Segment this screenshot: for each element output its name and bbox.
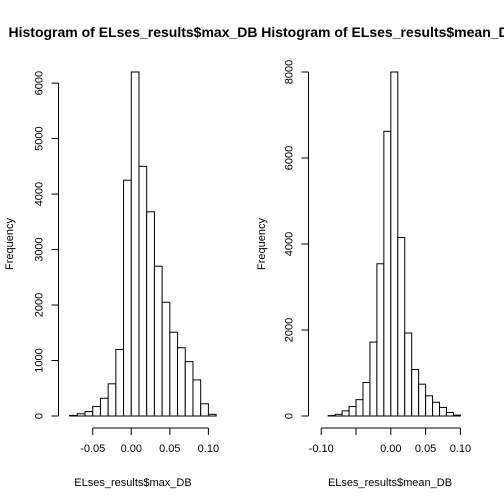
x-tick-label: 0.05 [159, 443, 180, 455]
x-tick-label: 0.00 [121, 443, 142, 455]
y-tick-label: 2000 [284, 318, 296, 342]
x-tick-label: 0.05 [415, 443, 436, 455]
x-axis-label-max-db: ELses_results$max_DB [74, 477, 191, 489]
histogram-bar [397, 237, 406, 417]
bars-mean-db [327, 71, 461, 417]
histogram-bar [341, 410, 350, 417]
y-tick-label: 0 [284, 413, 296, 419]
x-axis-max-db: -0.05 0.00 0.05 0.10 [80, 427, 219, 455]
x-tick-label: 0.10 [450, 443, 471, 455]
x-tick-label: 0.00 [380, 443, 401, 455]
histogram-bar [76, 413, 86, 417]
histogram-panel-mean-db: Histogram of ELses_results$mean_DB ELses… [256, 24, 504, 489]
histogram-bar [200, 403, 209, 417]
x-axis-mean-db: -0.10 0.00 0.05 0.10 [309, 427, 471, 455]
histogram-bar [69, 414, 78, 417]
x-axis-label-mean-db: ELses_results$mean_DB [328, 477, 452, 489]
y-tick-label: 2000 [34, 293, 46, 317]
y-axis-max-db: 0 1000 2000 3000 4000 5000 6000 [34, 71, 59, 419]
histogram-bar [123, 179, 132, 417]
histogram-bar [362, 381, 371, 417]
histogram-bar [418, 383, 427, 417]
histogram-bar [390, 71, 399, 417]
x-tick-label: 0.10 [198, 443, 219, 455]
histogram-bar [92, 406, 101, 417]
y-axis-label-mean-db: Frequency [256, 218, 268, 270]
histogram-panel-max-db: Histogram of ELses_results$max_DB ELses_… [4, 24, 258, 489]
histogram-bar [161, 301, 171, 417]
histogram-bar [169, 331, 179, 417]
histogram-bar [376, 263, 385, 417]
histogram-bar [192, 379, 202, 417]
histogram-bar [107, 383, 117, 417]
histogram-bar [207, 413, 217, 417]
histogram-bar [445, 412, 454, 417]
y-tick-label: 8000 [284, 60, 296, 84]
y-tick-label: 6000 [284, 146, 296, 170]
histogram-bar [425, 395, 434, 417]
histogram-bar [184, 361, 194, 417]
chart-title-mean-db: Histogram of ELses_results$mean_DB [261, 24, 504, 40]
histogram-bar [177, 347, 186, 417]
y-tick-label: 0 [34, 413, 46, 419]
histogram-bar [383, 130, 392, 417]
histogram-bar [432, 401, 441, 417]
histogram-bar [355, 399, 364, 417]
histogram-bar [439, 406, 447, 417]
histogram-bar [452, 414, 461, 417]
histogram-bar [99, 397, 109, 417]
histogram-bar [153, 265, 163, 417]
histogram-bar [348, 406, 357, 417]
chart-title-max-db: Histogram of ELses_results$max_DB [9, 24, 258, 40]
histogram-bar [115, 348, 125, 417]
histogram-bar [84, 411, 94, 417]
histogram-bar [369, 341, 378, 417]
y-axis-mean-db: 0 2000 4000 6000 8000 [284, 60, 309, 419]
y-axis-label-max-db: Frequency [4, 218, 16, 270]
bars-max-db [69, 71, 217, 417]
y-tick-label: 4000 [284, 232, 296, 256]
histogram-bar [404, 332, 413, 417]
y-tick-label: 4000 [34, 182, 46, 206]
histogram-bar [334, 413, 343, 417]
histogram-bar [146, 211, 155, 417]
y-tick-label: 5000 [34, 126, 46, 150]
histogram-bar [411, 369, 420, 417]
y-tick-label: 3000 [34, 237, 46, 261]
histogram-bar [130, 71, 140, 417]
y-tick-label: 6000 [34, 71, 46, 95]
x-tick-label: -0.10 [309, 443, 334, 455]
y-tick-label: 1000 [34, 348, 46, 372]
histogram-bar [138, 165, 148, 417]
x-tick-label: -0.05 [80, 443, 105, 455]
